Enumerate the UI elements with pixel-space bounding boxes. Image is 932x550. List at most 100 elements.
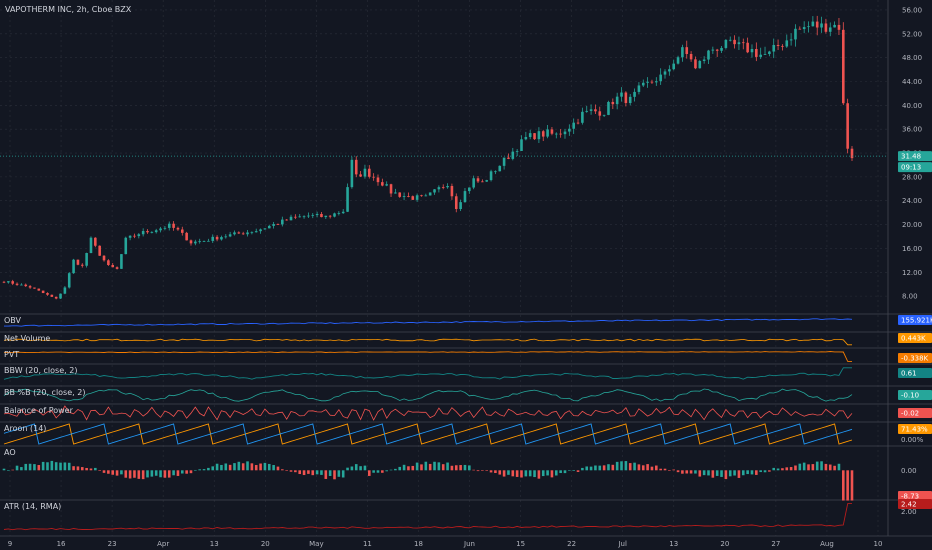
candle-body [415,195,419,200]
ao-bar [737,470,741,478]
ao-bar [102,470,106,473]
candle-body [672,63,676,70]
x-tick-label: 13 [669,540,678,548]
ao-bar [224,463,228,471]
ao-bar [524,470,528,477]
candle-body [402,196,406,197]
candle-body [289,216,293,221]
candle-body [824,23,828,32]
candle-body [846,103,849,149]
candle-body [450,185,454,197]
ao-bar [146,470,149,478]
candle-body [637,85,641,92]
candle-body [46,293,49,295]
ao-bar [824,463,828,471]
ao-bar [159,470,162,478]
ao-bar [581,467,584,471]
candle-body [515,150,519,152]
candle-body [446,185,449,188]
ao-bar [385,470,388,472]
ao-bar [707,470,710,476]
ao-bar [694,470,697,474]
candle-body [354,159,358,175]
candle-body [246,232,249,235]
ao-bar [402,464,406,471]
ao-bar [637,464,641,471]
candle-body [33,287,36,289]
ao-bar [363,465,367,471]
ao-bar [802,462,806,471]
candle-body [585,110,589,112]
candle-body [72,259,75,274]
candle-body [750,48,754,53]
y-tick-label: 36.00 [902,126,922,134]
candle-body [298,216,302,218]
bbw-line [3,367,852,380]
candle-body [337,213,341,214]
ao-bar [167,470,171,478]
candle-body [407,196,410,197]
candle-body [307,215,310,217]
candle-body [528,133,532,138]
candle-body [98,245,101,256]
candle-body [281,219,284,225]
ao-bar [624,461,628,471]
chart-title: VAPOTHERM INC, 2h, Cboe BZX [5,5,132,14]
candle-body [589,109,593,111]
ao-bar [533,470,536,478]
atr-prev-label: 2.00 [901,508,917,516]
x-tick-label: 23 [108,540,117,548]
candle-body [367,168,371,177]
ao-bar [172,470,175,476]
candle-body [63,287,67,294]
candle-body [785,40,789,47]
ao-bar [50,460,54,471]
ao-bar [807,464,810,471]
ao-bar [672,469,676,471]
ao-bar [502,470,506,477]
atr-value-tag-bg [898,499,932,509]
candle-body [481,181,484,183]
ao-bar [407,466,410,471]
ao-bar [659,468,662,471]
ao-bar [211,466,215,471]
ao-bar [72,466,75,471]
ao-bar [281,469,284,471]
bbpb-line [3,388,853,402]
y-tick-label: 12.00 [902,269,922,277]
atr-value-tag: 2.42 [901,501,917,509]
candle-body [811,21,815,27]
x-tick-label: Apr [157,540,169,548]
ao-bar [585,466,589,471]
candle-body [420,195,423,197]
candle-body [324,215,328,218]
ao-bar [233,463,236,471]
ao-bar [594,465,597,471]
candle-body [359,174,362,177]
pane-label: PVT [4,350,19,359]
candle-body [389,184,393,194]
ao-bar [768,470,771,472]
candle-body [441,187,445,188]
candle-body [185,232,188,241]
candle-body [546,129,549,137]
ao-bar [341,470,345,478]
candle-body [676,57,680,64]
ao-bar [24,463,28,471]
ao-bar [511,470,515,477]
candle-body [668,69,671,72]
candle-body [37,288,41,291]
candle-body [763,54,767,55]
candle-body [507,157,510,159]
y-tick-label: 20.00 [902,221,922,229]
candle-body [737,42,741,45]
candle-body [715,49,719,51]
ao-bar [111,470,115,475]
candle-body [250,232,254,234]
y-tick-label: 56.00 [902,6,922,14]
candle-body [428,192,432,196]
candle-body [798,28,802,30]
candle-body [685,47,689,54]
pane-label: OBV [4,316,22,325]
